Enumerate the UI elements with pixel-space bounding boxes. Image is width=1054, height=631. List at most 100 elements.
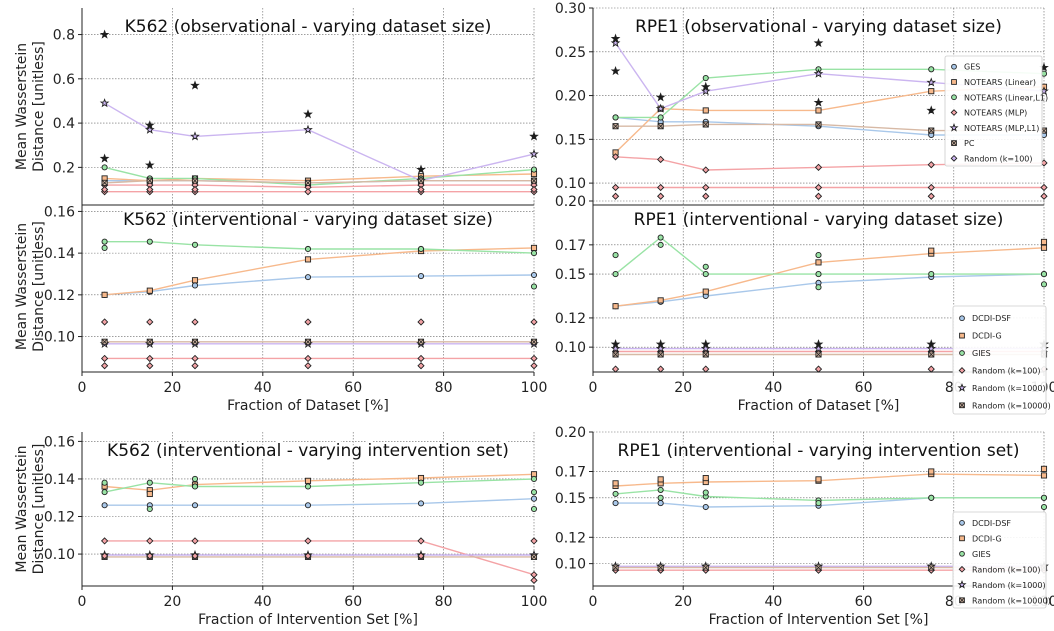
data-point bbox=[304, 483, 312, 490]
data-point-cross bbox=[192, 338, 198, 345]
data-point bbox=[813, 339, 824, 349]
y-tick-label: 0.10 bbox=[44, 547, 75, 563]
data-point bbox=[100, 552, 109, 560]
data-point-cross bbox=[702, 564, 709, 571]
data-point bbox=[928, 564, 935, 571]
data-point bbox=[191, 552, 199, 560]
y-tick-label: 0.10 bbox=[555, 340, 586, 356]
data-point-cross bbox=[612, 351, 619, 358]
data-point bbox=[814, 365, 823, 373]
series-line bbox=[615, 273, 1045, 307]
y-axis-label: Mean WassersteinDistance [unitless] bbox=[14, 444, 47, 575]
data-point bbox=[304, 362, 312, 370]
data-point bbox=[815, 121, 822, 128]
data-point bbox=[304, 179, 312, 186]
data-point bbox=[612, 480, 619, 487]
data-point-cross bbox=[612, 123, 619, 130]
legend-marker bbox=[951, 140, 957, 146]
chart-title: K562 (observational - varying dataset si… bbox=[125, 17, 492, 37]
chart-panel-6: 0.100.120.150.170.20020406080100Fraction… bbox=[555, 425, 1054, 628]
data-point bbox=[530, 244, 538, 251]
data-point bbox=[928, 494, 935, 501]
legend-marker bbox=[950, 109, 958, 116]
data-point bbox=[530, 553, 538, 560]
y-tick-label: 0.17 bbox=[555, 238, 586, 254]
data-point bbox=[100, 354, 109, 363]
legend-box bbox=[952, 305, 1047, 415]
data-point bbox=[146, 177, 153, 184]
legend-label: Random (k=100) bbox=[972, 366, 1041, 375]
data-point bbox=[530, 250, 538, 257]
data-point bbox=[1040, 465, 1048, 472]
data-point bbox=[655, 92, 666, 102]
x-tick-label: 60 bbox=[344, 594, 362, 610]
data-point bbox=[146, 354, 154, 363]
legend-label: Random (k=100) bbox=[964, 154, 1033, 163]
data-point bbox=[530, 354, 538, 363]
data-point bbox=[610, 65, 621, 76]
data-point bbox=[657, 114, 664, 121]
y-tick-label: 0.16 bbox=[44, 204, 75, 220]
data-point bbox=[611, 153, 620, 161]
data-point bbox=[191, 282, 199, 289]
data-point bbox=[702, 192, 710, 200]
data-point bbox=[1040, 244, 1048, 251]
data-point bbox=[657, 500, 664, 507]
x-tick-label: 0 bbox=[589, 380, 598, 396]
series-line bbox=[104, 473, 535, 491]
data-point bbox=[815, 351, 822, 358]
series-line bbox=[615, 489, 1044, 502]
data-point-cross bbox=[928, 127, 935, 134]
data-point bbox=[101, 291, 108, 298]
data-point bbox=[1040, 494, 1048, 501]
data-point bbox=[146, 505, 153, 513]
series-line bbox=[104, 247, 535, 296]
y-tick-label: 0.12 bbox=[555, 530, 586, 546]
data-point bbox=[303, 124, 313, 134]
chart-panel-3: 0.10 0.12 0.14 0.16 0 20 40 60 80 100 Fraction of … bbox=[14, 201, 547, 414]
data-point bbox=[928, 351, 935, 358]
data-point bbox=[146, 537, 154, 545]
data-point bbox=[191, 354, 199, 363]
x-tick-label: 60 bbox=[855, 594, 873, 610]
data-point bbox=[1040, 183, 1048, 192]
x-tick-label: 80 bbox=[435, 380, 453, 396]
data-point bbox=[529, 131, 539, 141]
data-point-cross bbox=[657, 564, 664, 571]
data-point-cross bbox=[531, 177, 537, 184]
chart-title: RPE1 (interventional - varying intervent… bbox=[618, 441, 1020, 461]
data-point bbox=[657, 234, 664, 241]
data-point bbox=[702, 489, 709, 496]
data-point bbox=[1040, 472, 1048, 479]
legend-marker bbox=[957, 579, 967, 589]
series-line bbox=[104, 540, 535, 576]
data-point bbox=[304, 318, 312, 326]
data-point bbox=[927, 365, 935, 373]
data-point bbox=[815, 564, 822, 571]
data-point bbox=[702, 74, 709, 82]
data-point bbox=[813, 68, 824, 78]
y-tick-label: 0.2 bbox=[53, 160, 75, 176]
data-point bbox=[304, 256, 312, 263]
y-tick-label: 0.14 bbox=[44, 246, 75, 262]
y-tick-label: 0.16 bbox=[44, 434, 75, 450]
data-point bbox=[530, 475, 538, 483]
data-point bbox=[928, 468, 935, 475]
data-point bbox=[100, 185, 109, 194]
data-point-cross bbox=[657, 351, 664, 358]
legend: GES NOTEARS (Linear) NOTEARS (Linear,L1) NO… bbox=[944, 55, 1048, 167]
data-point bbox=[304, 188, 312, 196]
data-point bbox=[101, 338, 108, 345]
data-point-cross bbox=[101, 179, 108, 186]
legend-marker bbox=[959, 350, 965, 356]
legend-marker bbox=[958, 565, 966, 573]
data-point bbox=[304, 502, 312, 509]
data-point bbox=[530, 283, 538, 290]
data-point bbox=[814, 192, 823, 200]
data-point bbox=[417, 177, 425, 184]
data-point bbox=[416, 164, 426, 174]
y-axis-label-line: Distance [unitless] bbox=[31, 221, 47, 352]
data-point bbox=[146, 338, 153, 345]
legend-label: DCDI-DSF bbox=[972, 314, 1011, 323]
legend-label: GIES bbox=[972, 550, 991, 559]
